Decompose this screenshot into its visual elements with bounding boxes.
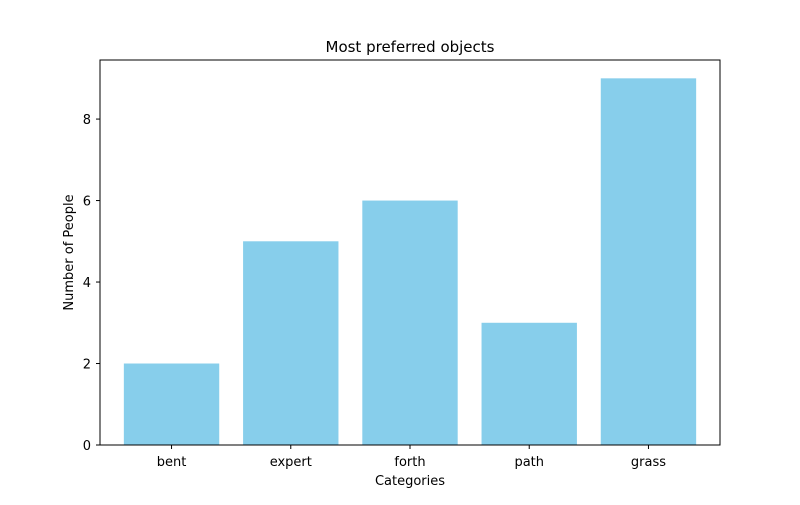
- x-tick-label: path: [514, 455, 544, 470]
- x-tick-label: forth: [394, 455, 425, 470]
- bar-grass: [600, 78, 697, 445]
- bar-bent: [123, 363, 220, 445]
- y-tick-label: 8: [83, 113, 91, 128]
- x-tick-label: expert: [270, 455, 312, 470]
- x-tick-label: bent: [157, 455, 187, 470]
- bar-path: [481, 322, 577, 445]
- y-tick-label: 0: [83, 439, 91, 454]
- axes-frame: [99, 59, 721, 446]
- bar-expert: [243, 241, 339, 445]
- ticks-layer: bent expert forth path grass 0 2 4 6 8: [83, 113, 667, 470]
- x-axis-label: Categories: [375, 474, 445, 489]
- y-tick-label: 6: [83, 195, 91, 210]
- x-tick-label: grass: [631, 455, 666, 470]
- chart-title: Most preferred objects: [326, 38, 495, 56]
- bar-forth: [362, 200, 458, 445]
- y-axis-label: Number of People: [62, 194, 77, 310]
- y-tick-label: 4: [83, 276, 91, 291]
- bars-layer: [123, 78, 697, 445]
- y-tick-label: 2: [83, 358, 91, 373]
